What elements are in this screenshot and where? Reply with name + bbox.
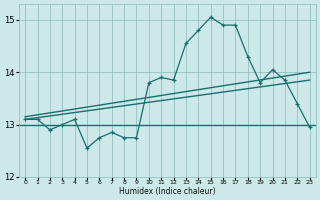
- X-axis label: Humidex (Indice chaleur): Humidex (Indice chaleur): [119, 187, 216, 196]
